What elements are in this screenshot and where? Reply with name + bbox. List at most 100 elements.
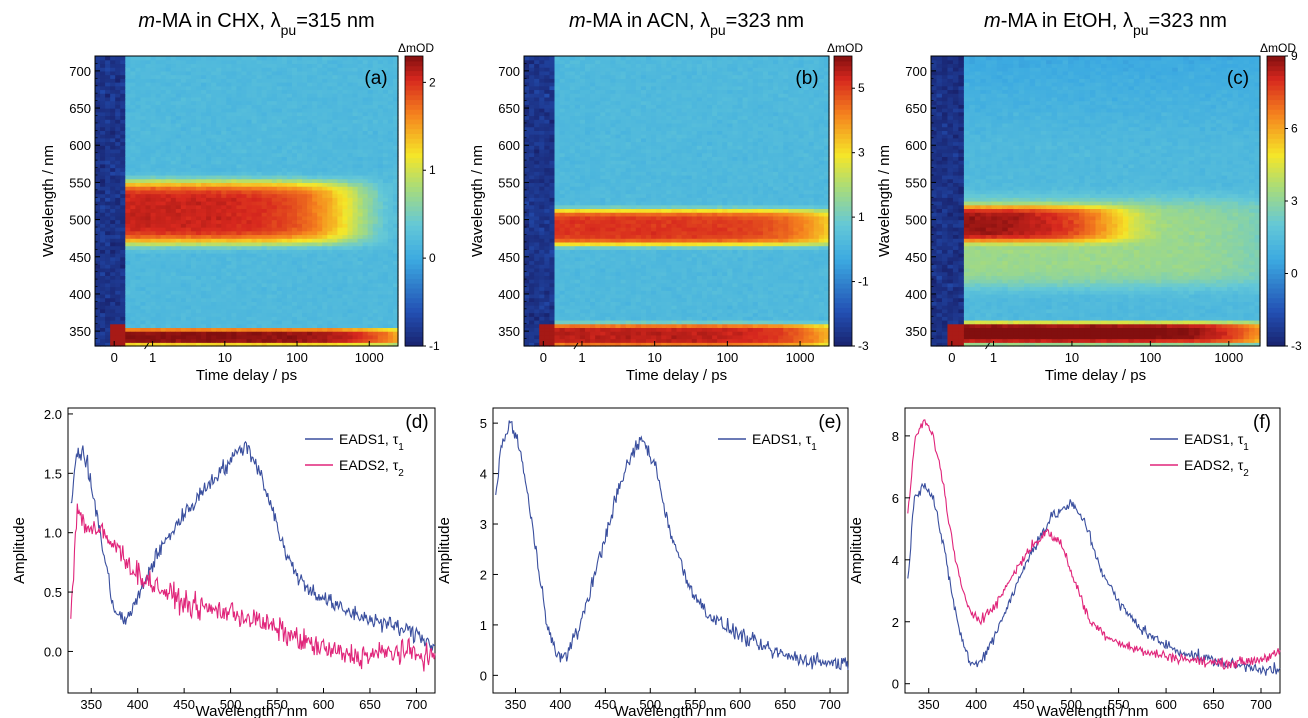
heatmap-cell — [266, 249, 273, 254]
heatmap-cell — [110, 319, 116, 325]
heatmap-cell — [185, 271, 192, 276]
heatmap-cell — [201, 219, 207, 224]
heatmap-cell — [322, 59, 328, 65]
heatmap-cell — [155, 108, 162, 113]
heatmap-cell — [327, 297, 333, 302]
heatmap-cell — [150, 115, 157, 120]
heatmap-cell — [246, 342, 253, 347]
heatmap-cell — [297, 308, 303, 314]
heatmap-cell — [160, 312, 167, 317]
heatmap-cell — [347, 78, 354, 83]
heatmap-cell — [291, 249, 298, 254]
heatmap-cell — [170, 134, 177, 139]
heatmap-cell — [271, 67, 278, 72]
heatmap-cell — [297, 331, 303, 336]
heatmap-cell — [185, 126, 192, 131]
heatmap-cell — [120, 74, 126, 79]
heatmap-cell — [100, 178, 106, 184]
heatmap-cell — [211, 89, 217, 94]
heatmap-cell — [100, 156, 106, 161]
heatmap-cell — [145, 245, 152, 250]
heatmap-cell — [226, 174, 232, 180]
heatmap-cell — [302, 204, 308, 210]
heatmap-cell — [352, 126, 359, 131]
heatmap-cell — [185, 286, 192, 291]
heatmap-cell — [236, 323, 243, 329]
heatmap-cell — [211, 59, 217, 65]
heatmap-cell — [226, 70, 232, 76]
heatmap-cell — [347, 227, 354, 232]
heatmap-cell — [140, 96, 147, 102]
heatmap-cell — [135, 305, 142, 310]
heatmap-cell — [276, 319, 283, 325]
heatmap-cell — [286, 171, 293, 176]
heatmap-cell — [231, 78, 237, 83]
heatmap-cell — [206, 286, 212, 291]
heatmap-cell — [317, 219, 323, 224]
heatmap-cell — [387, 323, 394, 329]
heatmap-cell — [115, 182, 121, 187]
heatmap-cell — [312, 148, 318, 154]
heatmap-cell — [226, 253, 232, 258]
heatmap-cell — [165, 56, 172, 61]
heatmap-cell — [95, 63, 101, 68]
heatmap-cell — [201, 275, 207, 280]
heatmap-cell — [140, 93, 147, 98]
heatmap-cell — [160, 290, 167, 295]
heatmap-cell — [357, 279, 364, 284]
heatmap-cell — [170, 85, 177, 91]
heatmap-cell — [387, 264, 394, 269]
heatmap-cell — [145, 271, 152, 276]
heatmap-cell — [291, 327, 298, 332]
heatmap-cell — [342, 134, 349, 139]
heatmap-cell — [206, 327, 212, 332]
heatmap-cell — [251, 96, 258, 102]
heatmap-cell — [135, 227, 142, 232]
heatmap-cell — [337, 323, 344, 329]
heatmap-cell — [382, 67, 389, 72]
heatmap-cell — [216, 167, 222, 172]
heatmap-cell — [367, 249, 374, 254]
heatmap-cell — [367, 59, 374, 65]
heatmap-cell — [312, 63, 318, 68]
heatmap-cell — [165, 70, 172, 76]
heatmap-cell — [372, 104, 379, 109]
heatmap-cell — [105, 134, 111, 139]
heatmap-cell — [312, 230, 318, 236]
heatmap-cell — [236, 338, 243, 343]
heatmap-cell — [342, 312, 349, 317]
heatmap-cell — [357, 253, 364, 258]
heatmap-cell — [135, 290, 142, 295]
heatmap-cell — [382, 104, 389, 109]
heatmap-cell — [115, 119, 121, 124]
heatmap-cell — [377, 227, 384, 232]
heatmap-cell — [105, 267, 111, 273]
heatmap-cell — [236, 297, 243, 302]
heatmap-cell — [342, 319, 349, 325]
heatmap-cell — [180, 212, 187, 217]
heatmap-cell — [100, 319, 106, 325]
heatmap-cell — [256, 331, 263, 336]
heatmap-cell — [322, 275, 328, 280]
heatmap-cell — [529, 141, 535, 146]
heatmap-cell — [190, 334, 197, 340]
heatmap-cell — [175, 331, 182, 336]
heatmap-cell — [211, 70, 217, 76]
heatmap-cell — [216, 152, 222, 157]
heatmap-cell — [327, 156, 333, 161]
heatmap-cell — [135, 100, 142, 105]
heatmap-cell — [332, 305, 338, 310]
heatmap-cell — [231, 108, 237, 113]
heatmap-cell — [357, 134, 364, 139]
heatmap-cell — [392, 319, 399, 325]
heatmap-cell — [165, 160, 172, 165]
heatmap-cell — [175, 82, 182, 87]
heatmap-cell — [291, 223, 298, 228]
heatmap-cell — [175, 78, 182, 83]
heatmap-cell — [150, 130, 157, 135]
heatmap-cell — [286, 260, 293, 265]
heatmap-cell — [382, 271, 389, 276]
heatmap-cell — [317, 342, 323, 347]
heatmap-cell — [241, 260, 248, 265]
heatmap-cell — [524, 104, 530, 109]
